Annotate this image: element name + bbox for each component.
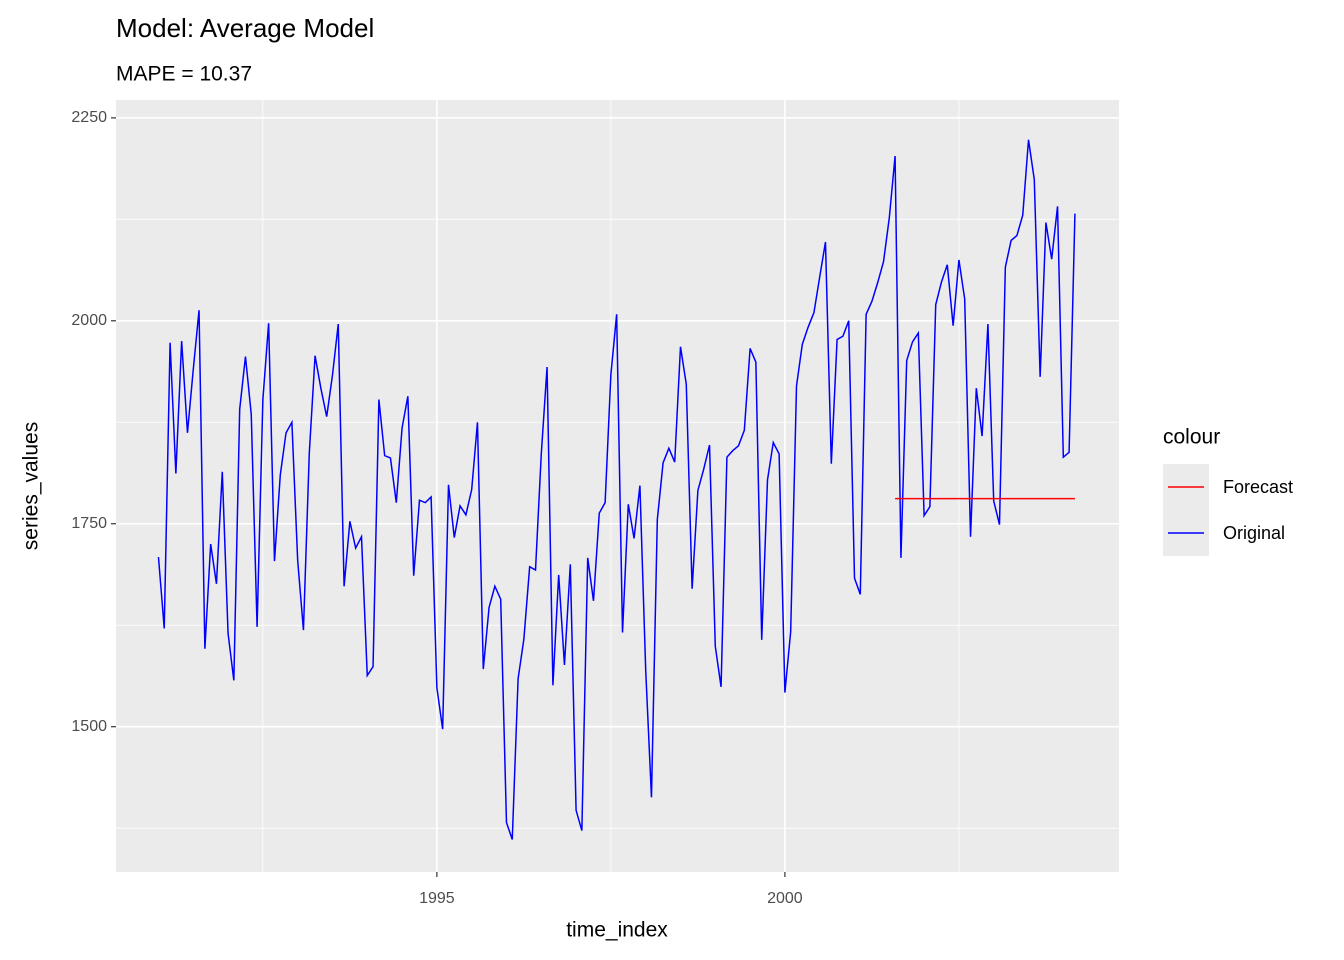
chart-title: Model: Average Model [116, 13, 374, 43]
x-axis-label: time_index [566, 919, 668, 942]
y-axis-label: series_values [20, 422, 43, 550]
y-tick-label: 2250 [71, 109, 107, 126]
x-tick-label: 1995 [419, 890, 455, 907]
series-line [157, 139, 1076, 840]
legend-title: colour [1163, 426, 1220, 449]
legend-label: Forecast [1223, 477, 1293, 497]
legend-label: Original [1223, 523, 1285, 543]
x-tick-label: 2000 [767, 890, 803, 907]
y-tick-label: 2000 [71, 312, 107, 329]
y-tick-label: 1500 [71, 718, 107, 735]
plot-panel [116, 100, 1119, 872]
chart-subtitle: MAPE = 10.37 [116, 63, 252, 86]
y-tick-label: 1750 [71, 515, 107, 532]
